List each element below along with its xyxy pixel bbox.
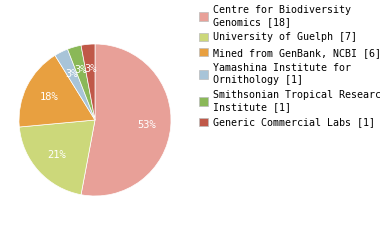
Text: 53%: 53% xyxy=(137,120,156,130)
Legend: Centre for Biodiversity
Genomics [18], University of Guelph [7], Mined from GenB: Centre for Biodiversity Genomics [18], U… xyxy=(199,5,380,127)
Wedge shape xyxy=(19,55,95,127)
Wedge shape xyxy=(19,120,95,195)
Text: 21%: 21% xyxy=(48,150,66,160)
Wedge shape xyxy=(68,45,95,120)
Wedge shape xyxy=(81,44,95,120)
Wedge shape xyxy=(55,49,95,120)
Text: 18%: 18% xyxy=(40,92,58,102)
Text: 3%: 3% xyxy=(84,64,97,73)
Wedge shape xyxy=(81,44,171,196)
Text: 3%: 3% xyxy=(74,65,87,75)
Text: 3%: 3% xyxy=(66,69,78,79)
